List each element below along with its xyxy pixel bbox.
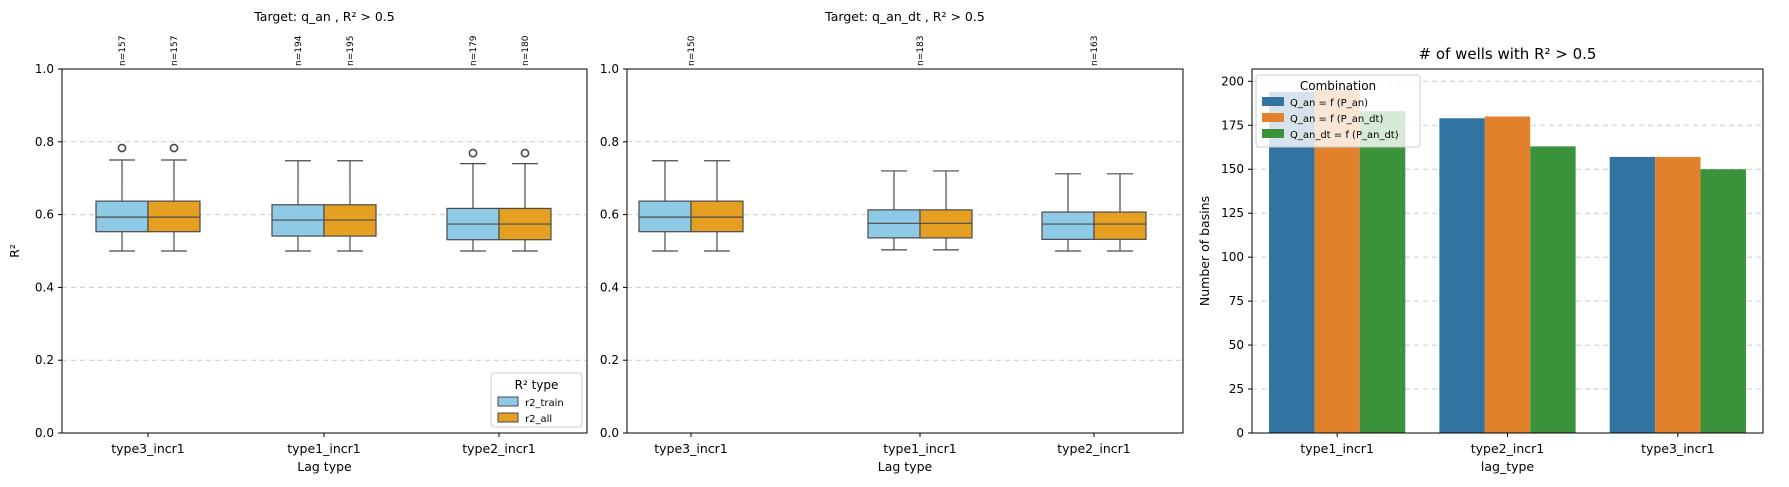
chart-title: Target: q_an_dt , R² > 0.5 <box>824 9 985 24</box>
box-r2_train <box>95 200 149 233</box>
x-axis-label: Lag type <box>297 459 352 474</box>
bar-Q_an = f (P_an) <box>1269 91 1315 434</box>
chart-title: Target: q_an , R² > 0.5 <box>253 9 395 24</box>
x-tick-label: type1_incr1 <box>883 441 957 456</box>
y-tick-label: 175 <box>1221 118 1244 132</box>
bar-Q_an = f (P_an) <box>1609 156 1656 433</box>
y-tick-label: 0.8 <box>600 135 619 149</box>
legend-label: Q_an = f (P_an) <box>1290 98 1368 109</box>
y-tick-label: 0.6 <box>35 208 54 222</box>
y-tick-label: 50 <box>1229 338 1244 352</box>
x-axis-label: Lag type <box>878 459 933 474</box>
x-tick-label: type3_incr1 <box>111 441 185 456</box>
x-axis-label: lag_type <box>1481 459 1535 474</box>
n-label: n=163 <box>1090 36 1100 66</box>
y-tick-label: 0 <box>1236 426 1244 440</box>
y-axis-label: Number of basins <box>1197 196 1212 306</box>
chart-title: # of wells with R² > 0.5 <box>1419 45 1597 63</box>
y-tick-label: 75 <box>1229 294 1244 308</box>
y-tick-label: 1.0 <box>600 62 619 76</box>
bar-Q_an_dt = f (P_an_dt) <box>1359 111 1406 434</box>
bar-Q_an_dt = f (P_an_dt) <box>1530 146 1576 433</box>
n-label: n=157 <box>170 36 180 66</box>
y-tick-label: 0.0 <box>35 426 54 440</box>
box-r2_all <box>147 200 201 233</box>
legend-box <box>1255 74 1421 148</box>
legend-swatch <box>1262 97 1284 106</box>
y-tick-label: 0.4 <box>600 280 619 294</box>
bar-Q_an = f (P_an_dt) <box>1484 116 1531 433</box>
legend-title: Combination <box>1300 79 1376 93</box>
y-tick-label: 0.2 <box>35 353 54 367</box>
legend-swatch <box>1262 129 1284 138</box>
bar-panel-3: 0 25 50 75 100 125 150 175 200 type1_incr1 type2_i… <box>1197 45 1764 474</box>
x-tick-label: type1_incr1 <box>1300 441 1374 456</box>
legend-swatch <box>1262 113 1284 122</box>
x-tick-label: type2_incr1 <box>462 441 536 456</box>
box-r2_all <box>1093 211 1147 240</box>
y-tick-label: 25 <box>1229 382 1244 396</box>
boxplot-panel-1: n=157 n=194 n=179 n=157 n=195 n=180 0.0 0.2 0.4 0… <box>7 9 588 474</box>
outlier-point <box>169 143 179 153</box>
x-tick-label: type3_incr1 <box>654 441 728 456</box>
box-r2_train <box>638 200 692 233</box>
y-tick-label: 200 <box>1221 74 1244 88</box>
y-tick-label: 0.0 <box>600 426 619 440</box>
box-r2_train <box>1041 211 1095 240</box>
legend-swatch <box>497 412 519 423</box>
n-label: n=150 <box>687 35 697 66</box>
outlier-point <box>117 143 127 153</box>
legend-label: Q_an_dt = f (P_an_dt) <box>1290 130 1399 141</box>
n-label: n=194 <box>294 35 304 66</box>
box-r2_all <box>690 200 744 233</box>
x-tick-label: type3_incr1 <box>1641 441 1715 456</box>
n-label: n=179 <box>469 35 479 66</box>
n-label: n=157 <box>118 36 128 66</box>
y-tick-label: 125 <box>1221 206 1244 220</box>
boxplot-panel-2: n=150 n=183 n=163 0.0 0.2 0.4 0.6 0.8 1.0 type3_i… <box>600 9 1184 474</box>
x-tick-label: type2_incr1 <box>1057 441 1131 456</box>
legend-title: R² type <box>515 378 559 392</box>
legend-swatch <box>497 396 519 407</box>
bar-Q_an = f (P_an_dt) <box>1655 156 1701 433</box>
outlier-point <box>468 148 478 158</box>
y-tick-label: 1.0 <box>35 62 54 76</box>
bar-Q_an_dt = f (P_an_dt) <box>1700 169 1746 434</box>
x-tick-label: type2_incr1 <box>1471 441 1545 456</box>
legend-label: Q_an = f (P_an_dt) <box>1290 114 1383 125</box>
y-axis-label: R² <box>7 244 22 258</box>
legend-label: r2_train <box>525 398 564 409</box>
y-tick-label: 100 <box>1221 250 1244 264</box>
y-tick-label: 0.4 <box>35 280 54 294</box>
bar-Q_an = f (P_an) <box>1439 118 1485 433</box>
x-tick-label: type1_incr1 <box>287 441 361 456</box>
legend: R² type r2_train r2_all <box>490 372 583 428</box>
legend: Combination Q_an = f (P_an) Q_an = f (P_an… <box>1255 74 1421 148</box>
y-tick-label: 0.2 <box>600 353 619 367</box>
y-tick-label: 0.6 <box>600 208 619 222</box>
n-label: n=180 <box>521 35 531 66</box>
n-label: n=195 <box>346 36 356 66</box>
axes-frame <box>626 68 1184 434</box>
legend-label: r2_all <box>525 414 552 425</box>
outlier-point <box>520 148 530 158</box>
y-tick-label: 150 <box>1221 162 1244 176</box>
n-label: n=183 <box>916 36 926 66</box>
y-tick-label: 0.8 <box>35 135 54 149</box>
